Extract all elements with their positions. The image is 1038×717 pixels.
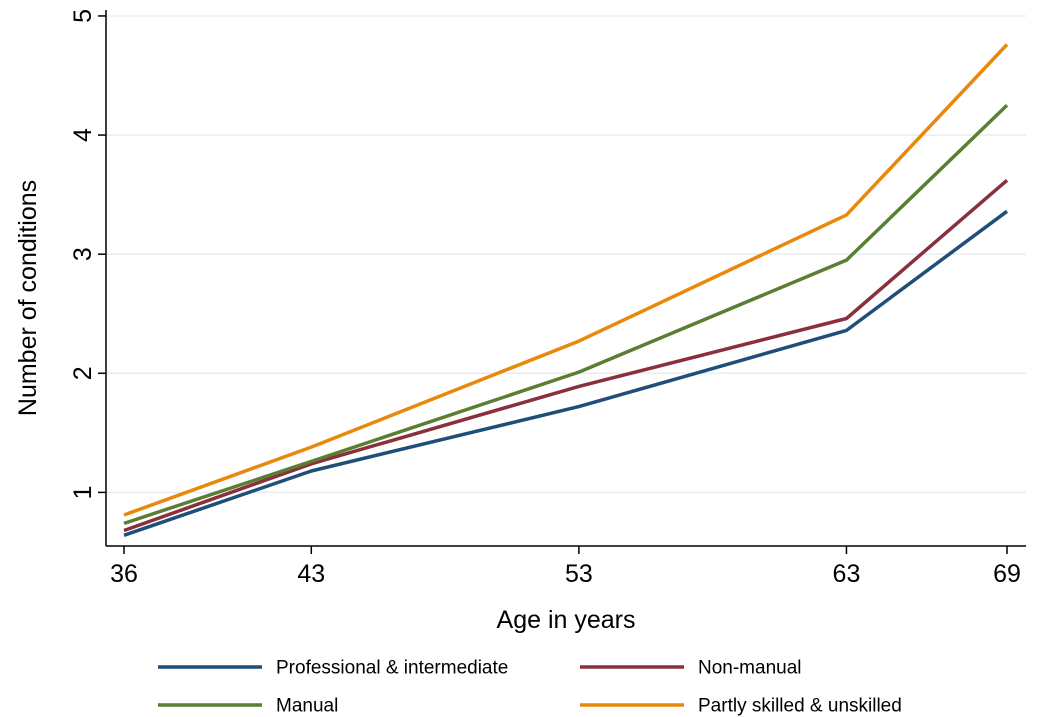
- axes: [105, 10, 1026, 547]
- x-tick-label: 43: [297, 560, 325, 588]
- series-line-2: [123, 178, 1009, 533]
- x-tick-label: 63: [833, 560, 861, 588]
- y-tick-label: 4: [69, 128, 97, 142]
- x-tick-label: 53: [565, 560, 593, 588]
- series-lines: [123, 43, 1009, 537]
- y-tick-label: 3: [69, 247, 97, 261]
- series-line-1: [123, 209, 1009, 537]
- gridlines: [106, 15, 1026, 494]
- x-axis-title: Age in years: [497, 606, 636, 634]
- x-tick-label: 36: [110, 560, 138, 588]
- y-tick-label: 2: [69, 366, 97, 380]
- y-axis-title: Number of conditions: [14, 180, 42, 416]
- legend-label: Non-manual: [698, 658, 802, 679]
- legend-label: Manual: [276, 696, 338, 717]
- legend-label: Professional & intermediate: [276, 658, 508, 679]
- series-line-4: [123, 43, 1009, 517]
- x-tick-label: 69: [993, 560, 1021, 588]
- ticks: 1 2 3 4 5 36 43 53 63 69: [69, 9, 1021, 588]
- y-tick-label: 5: [69, 9, 97, 23]
- y-tick-label: 1: [69, 485, 97, 499]
- series-line-3: [123, 104, 1009, 526]
- legend: Professional & intermediate Non-manual Man…: [158, 658, 902, 717]
- legend-label: Partly skilled & unskilled: [698, 696, 902, 717]
